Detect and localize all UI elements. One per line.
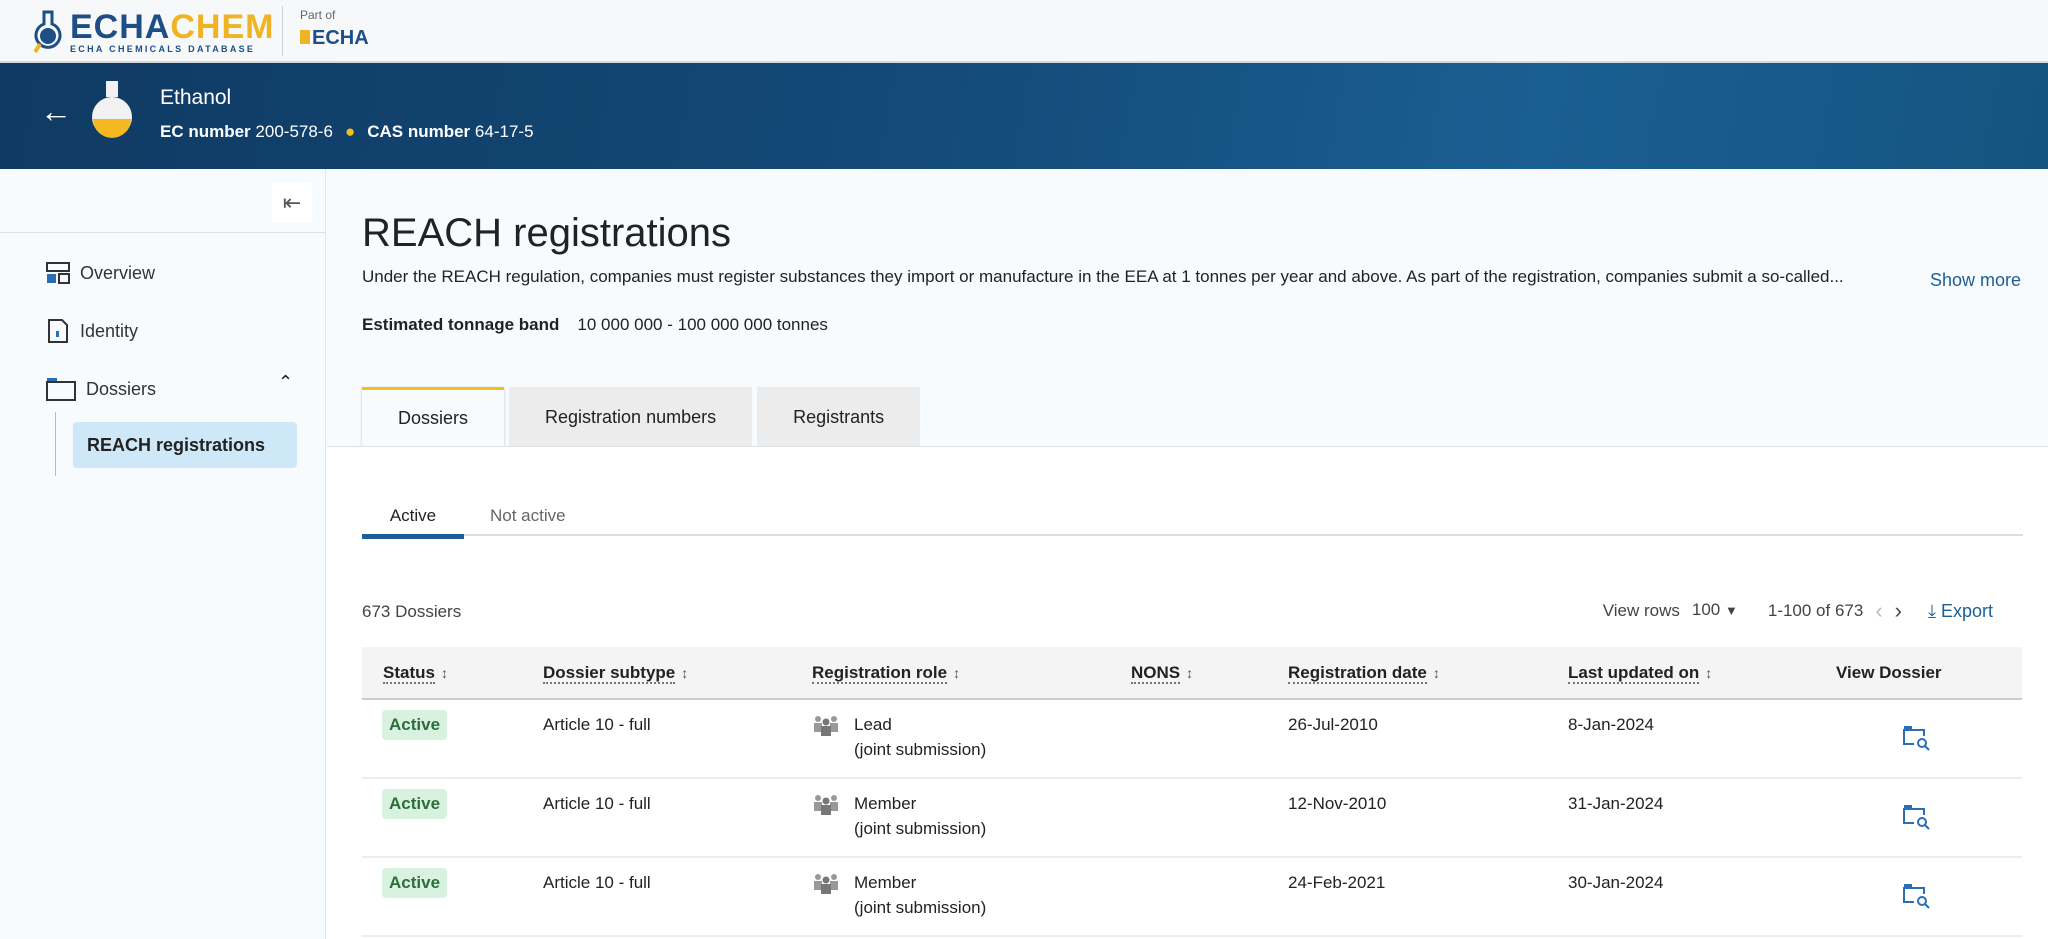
status-badge: Active <box>382 710 448 740</box>
sidebar-item-label: Overview <box>80 262 156 283</box>
part-of-label: Part of <box>300 8 336 22</box>
sidebar: ⇤ Overview Identity Dossiers ⌃ REACH reg… <box>0 169 326 939</box>
rows-per-page-select[interactable]: 100 ▼ <box>1691 600 1738 619</box>
view-dossier-icon[interactable] <box>1902 724 1932 752</box>
sidebar-item-identity[interactable]: Identity <box>46 319 138 343</box>
dossier-subtype: Article 10 - full <box>543 715 651 734</box>
overview-icon <box>46 262 70 284</box>
registration-role: Member (joint submission) <box>854 873 987 917</box>
people-icon <box>814 716 838 736</box>
table-header: Status ↕ Dossier subtype ↕ Registration ro… <box>362 647 2022 700</box>
export-button[interactable]: ⤓ Export <box>1927 600 1993 621</box>
sidebar-item-reach-registrations[interactable]: REACH registrations <box>73 422 297 468</box>
dossier-subtype: Article 10 - full <box>543 873 651 892</box>
last-updated: 8-Jan-2024 <box>1568 715 1655 734</box>
tonnage-band: Estimated tonnage band 10 000 000 - 100 0… <box>362 315 828 334</box>
pagination: View rows 100 ▼ 1-100 of 673 ‹ › ⤓ Expor… <box>1603 597 1993 624</box>
header-registration-role[interactable]: Registration role ↕ <box>812 663 961 684</box>
people-icon <box>814 874 838 894</box>
last-updated: 31-Jan-2024 <box>1568 794 1664 813</box>
folder-icon <box>46 378 76 401</box>
logo-subtitle: ECHA CHEMICALS DATABASE <box>70 44 256 54</box>
registration-date: 26-Jul-2010 <box>1288 715 1378 734</box>
registration-role: Member (joint submission) <box>854 794 987 838</box>
registration-date: 24-Feb-2021 <box>1288 873 1386 892</box>
main-content: REACH registrations Under the REACH regu… <box>327 169 2048 939</box>
dropdown-caret-icon: ▼ <box>1724 603 1738 618</box>
page-description: Under the REACH regulation, companies mu… <box>362 267 1844 286</box>
chevron-up-icon[interactable]: ⌃ <box>278 372 294 392</box>
header-last-updated[interactable]: Last updated on ↕ <box>1568 663 1713 684</box>
view-rows-label: View rows <box>1602 600 1680 620</box>
sidebar-item-label: Dossiers <box>86 378 157 399</box>
sort-icon[interactable]: ↕ <box>1186 665 1194 681</box>
view-dossier-icon[interactable] <box>1902 803 1932 831</box>
sort-icon[interactable]: ↕ <box>1705 665 1713 681</box>
back-arrow-icon[interactable]: ← <box>40 93 72 129</box>
registration-date: 12-Nov-2010 <box>1288 794 1387 813</box>
status-badge: Active <box>382 868 448 898</box>
echa-logo[interactable]: ECHA <box>300 26 369 50</box>
show-more-link[interactable]: Show more <box>1929 270 2021 290</box>
page-title: REACH registrations <box>362 211 732 255</box>
last-updated: 30-Jan-2024 <box>1568 873 1664 892</box>
header-nons[interactable]: NONS ↕ <box>1131 663 1194 684</box>
dossier-subtype: Article 10 - full <box>543 794 651 813</box>
subtab-active[interactable]: Active <box>362 505 464 539</box>
sidebar-item-label: Identity <box>80 320 139 341</box>
header-status[interactable]: Status ↕ <box>383 663 448 684</box>
table-row: Active Article 10 - full Member (joint su… <box>362 779 2022 858</box>
substance-name: Ethanol <box>160 86 232 109</box>
dossiers-table: Status ↕ Dossier subtype ↕ Registration ro… <box>362 647 2022 937</box>
sort-icon[interactable]: ↕ <box>1432 665 1440 681</box>
page-range: 1-100 of 673 <box>1767 600 1864 620</box>
subtab-not-active[interactable]: Not active <box>490 506 566 525</box>
substance-banner: ← Ethanol EC number 200-578-6 ● CAS number… <box>0 63 2048 169</box>
sidebar-item-dossiers[interactable]: Dossiers <box>46 377 156 401</box>
sort-icon[interactable]: ↕ <box>440 665 448 681</box>
echachem-logo[interactable]: ECHACHEM ECHA CHEMICALS DATABASE <box>34 8 274 56</box>
header-registration-date[interactable]: Registration date ↕ <box>1288 663 1440 684</box>
substance-flask-icon <box>92 81 132 138</box>
collapse-sidebar-icon[interactable]: ⇤ <box>272 183 312 223</box>
top-bar: ECHACHEM ECHA CHEMICALS DATABASE Part of… <box>0 0 2048 63</box>
table-row: Active Article 10 - full Member (joint su… <box>362 858 2022 937</box>
header-dossier-subtype[interactable]: Dossier subtype ↕ <box>543 663 689 684</box>
dossier-count: 673 Dossiers <box>362 602 462 621</box>
tab-registration-numbers[interactable]: Registration numbers <box>509 387 753 447</box>
logo-wordmark: ECHACHEM <box>70 8 275 46</box>
prev-page-icon[interactable]: ‹ <box>1875 597 1883 623</box>
view-dossier-icon[interactable] <box>1902 882 1932 910</box>
next-page-icon[interactable]: › <box>1894 597 1902 623</box>
registration-role: Lead (joint submission) <box>854 715 987 759</box>
download-icon: ⤓ <box>1927 600 1936 621</box>
table-row: Active Article 10 - full Lead (joint subm… <box>362 700 2022 779</box>
sidebar-item-overview[interactable]: Overview <box>46 261 155 285</box>
tab-registrants[interactable]: Registrants <box>757 387 921 447</box>
status-badge: Active <box>382 789 448 819</box>
sort-icon[interactable]: ↕ <box>681 665 689 681</box>
sort-icon[interactable]: ↕ <box>953 665 961 681</box>
header-view-dossier: View Dossier <box>1836 663 1942 682</box>
people-icon <box>814 795 838 815</box>
identity-icon <box>48 319 68 343</box>
flask-logo-icon <box>34 10 62 54</box>
echa-logo-text: ECHA <box>312 27 369 49</box>
divider <box>282 6 283 56</box>
substance-identifiers: EC number 200-578-6 ● CAS number 64-17-5 <box>160 122 534 141</box>
tab-dossiers[interactable]: Dossiers <box>362 387 505 447</box>
